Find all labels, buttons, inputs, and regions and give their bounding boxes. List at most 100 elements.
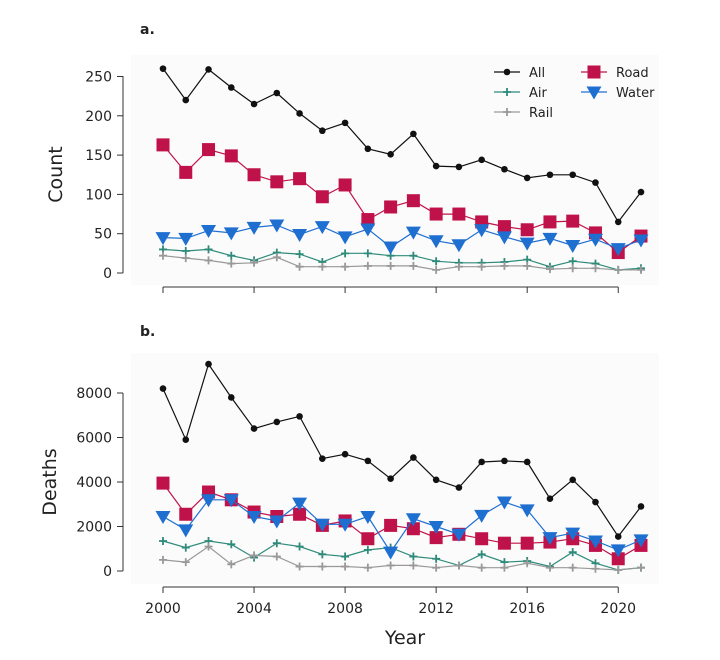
data-point-all: [159, 65, 167, 72]
legend-label: Road: [616, 66, 649, 81]
data-point-road: [543, 215, 557, 229]
data-point-road: [315, 190, 329, 204]
y-tick-label: 8000: [76, 386, 112, 402]
data-point-rail: [341, 262, 350, 271]
data-point-rail: [250, 551, 259, 560]
data-point-water: [178, 232, 194, 246]
data-point-rail: [591, 264, 600, 273]
data-point-rail: [363, 261, 372, 270]
plot-area: [131, 55, 659, 285]
data-point-water: [383, 241, 399, 255]
data-point-water: [542, 532, 558, 546]
data-point-rail: [227, 259, 236, 268]
data-point-all: [387, 475, 394, 482]
data-point-rail: [614, 565, 623, 574]
data-point-air: [477, 550, 486, 559]
data-point-all: [478, 458, 485, 466]
data-point-all: [273, 418, 281, 426]
data-point-all: [592, 498, 599, 506]
data-point-air: [363, 249, 372, 258]
data-point-road: [429, 531, 443, 545]
x-tick-label: 2004: [236, 601, 272, 617]
data-point-rail: [363, 563, 372, 572]
data-point-water: [337, 231, 353, 245]
x-axis-label: Year: [384, 627, 425, 649]
data-point-water: [587, 535, 603, 549]
data-point-road: [338, 178, 352, 192]
data-point-air: [363, 545, 372, 554]
data-point-air: [341, 552, 350, 561]
data-point-water: [155, 232, 171, 246]
series-line-air: [162, 540, 642, 571]
data-point-all: [296, 413, 303, 420]
legend-item-air: Air: [494, 86, 548, 101]
data-point-road: [497, 220, 511, 234]
data-point-rail: [545, 265, 554, 274]
y-axis-label: Deaths: [39, 448, 61, 515]
data-point-rail: [477, 563, 486, 572]
data-point-water: [565, 239, 581, 253]
data-point-rail: [386, 561, 395, 570]
panel-a: a. 0 50 100 150 200 250 Count All Road Air Water Rai…: [45, 22, 659, 293]
legend-marker-road: [587, 65, 601, 79]
data-point-rail: [295, 262, 304, 271]
data-point-water: [201, 225, 217, 239]
x-tick-label: 2016: [509, 601, 545, 617]
series-water: [155, 219, 649, 257]
data-point-water: [451, 528, 467, 542]
data-point-water: [610, 243, 626, 257]
data-point-air: [181, 246, 190, 255]
series-all: [159, 360, 645, 540]
data-point-water: [337, 518, 353, 532]
data-point-rail: [181, 558, 190, 567]
data-point-air: [568, 548, 577, 557]
data-point-road: [179, 165, 193, 179]
data-point-rail: [500, 563, 509, 572]
data-point-water: [314, 221, 330, 235]
data-point-water: [474, 509, 490, 523]
data-point-all: [205, 66, 212, 73]
data-point-water: [633, 534, 649, 548]
legend-item-water: Water: [581, 86, 655, 101]
data-point-all: [341, 450, 349, 458]
series-rail: [159, 542, 645, 574]
data-point-all: [182, 96, 190, 104]
data-point-all: [341, 119, 349, 127]
data-point-road: [520, 223, 534, 237]
data-point-water: [178, 524, 194, 538]
data-point-rail: [318, 562, 327, 571]
data-point-all: [546, 171, 554, 179]
data-point-air: [227, 540, 236, 549]
data-point-road: [156, 476, 170, 490]
y-tick-label: 2000: [76, 520, 112, 536]
y-tick-label: 4000: [76, 475, 112, 491]
data-point-rail: [545, 563, 554, 572]
data-point-road: [497, 536, 511, 550]
data-point-water: [633, 234, 649, 248]
data-point-all: [637, 503, 645, 510]
data-point-air: [272, 539, 281, 548]
legend-label: Water: [616, 86, 655, 101]
data-point-water: [405, 226, 421, 240]
data-point-water: [314, 518, 330, 532]
series-line-water: [162, 499, 642, 554]
data-point-air: [181, 543, 190, 552]
data-point-air: [318, 550, 327, 559]
y-tick-label: 0: [103, 564, 112, 580]
legend-marker-water: [586, 86, 602, 100]
data-point-air: [227, 251, 236, 260]
data-point-all: [410, 130, 417, 138]
data-point-water: [496, 231, 512, 245]
data-point-rail: [454, 561, 463, 570]
data-point-water: [428, 235, 444, 249]
data-point-water: [246, 221, 262, 235]
data-point-water: [292, 228, 308, 242]
data-point-rail: [409, 261, 418, 270]
data-point-road: [224, 149, 238, 163]
data-point-water: [610, 544, 626, 558]
data-point-all: [523, 458, 531, 466]
data-point-water: [565, 527, 581, 541]
data-point-air: [432, 257, 441, 266]
legend-label: All: [529, 66, 545, 81]
